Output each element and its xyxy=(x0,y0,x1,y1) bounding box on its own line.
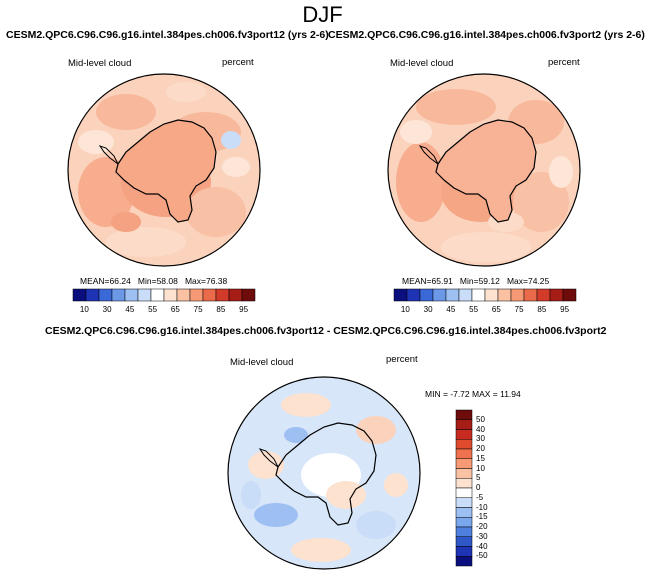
right-panel-variable: Mid-level cloud xyxy=(390,58,454,69)
colorbar-tick-label: 85 xyxy=(537,305,547,314)
diff-colorbar-swatch xyxy=(455,478,473,489)
colorbar-tick-label: 30 xyxy=(423,305,433,314)
colorbar-tick-label: 45 xyxy=(446,305,456,314)
diff-colorbar-swatch xyxy=(455,487,473,498)
diff-colorbar-tick-label: -20 xyxy=(476,522,488,531)
diff-colorbar-swatch xyxy=(455,526,473,537)
colorbar-tick-label: 75 xyxy=(514,305,524,314)
left-panel-variable: Mid-level cloud xyxy=(68,58,132,69)
colorbar-swatch xyxy=(445,288,460,302)
diff-panel-title: CESM2.QPC6.C96.C96.g16.intel.384pes.ch00… xyxy=(45,325,607,337)
diff-panel-variable: Mid-level cloud xyxy=(230,357,294,368)
left-colorbar xyxy=(72,288,256,302)
diff-panel-units: percent xyxy=(386,354,418,365)
colorbar-tick-label: 85 xyxy=(216,305,226,314)
colorbar-swatch xyxy=(549,288,564,302)
diff-colorbar-tick-label: 20 xyxy=(476,444,485,453)
colorbar-swatch xyxy=(432,288,447,302)
colorbar-swatch xyxy=(484,288,499,302)
diff-colorbar-swatch xyxy=(455,497,473,508)
diff-colorbar-swatch xyxy=(455,556,473,567)
colorbar-swatch xyxy=(562,288,577,302)
left-panel-title: CESM2.QPC6.C96.C96.g16.intel.384pes.ch00… xyxy=(6,29,329,41)
colorbar-swatch xyxy=(150,288,165,302)
colorbar-swatch xyxy=(202,288,217,302)
colorbar-swatch xyxy=(98,288,113,302)
colorbar-swatch xyxy=(393,288,408,302)
figure-title: DJF xyxy=(302,2,343,27)
left-panel-units: percent xyxy=(222,57,254,68)
diff-colorbar-swatch xyxy=(455,439,473,450)
colorbar-tick-label: 55 xyxy=(148,305,158,314)
diff-colorbar-tick-label: -10 xyxy=(476,502,488,512)
diff-colorbar-swatch xyxy=(455,536,473,547)
right-panel-units: percent xyxy=(548,57,580,68)
colorbar-tick-label: 95 xyxy=(560,305,570,314)
colorbar-tick-label: 30 xyxy=(102,305,112,314)
colorbar-tick-label: 45 xyxy=(125,305,135,314)
diff-colorbar-swatch xyxy=(455,507,473,518)
right-panel-stats: MEAN=65.91 Min=59.12 Max=74.25 xyxy=(402,276,550,286)
colorbar-swatch xyxy=(406,288,421,302)
diff-colorbar-tick-label: -30 xyxy=(476,531,488,541)
right-colorbar xyxy=(393,288,577,302)
diff-colorbar-swatch xyxy=(455,517,473,528)
left-polar-map xyxy=(67,73,261,267)
colorbar-tick-label: 65 xyxy=(170,305,180,314)
diff-panel-minmax: MIN = -7.72 MAX = 11.94 xyxy=(425,389,521,399)
colorbar-swatch xyxy=(523,288,538,302)
colorbar-swatch xyxy=(163,288,178,302)
diff-colorbar-tick-label: -15 xyxy=(476,512,488,522)
colorbar-swatch xyxy=(497,288,512,302)
colorbar-swatch xyxy=(189,288,204,302)
diff-colorbar-tick-label: 40 xyxy=(476,424,485,434)
diff-colorbar-tick-label: 0 xyxy=(476,483,481,492)
colorbar-swatch xyxy=(458,288,473,302)
right-colorbar-labels: 10 30 45 55 65 75 85 95 xyxy=(394,305,576,317)
colorbar-swatch xyxy=(176,288,191,302)
diff-colorbar-swatch xyxy=(455,448,473,459)
colorbar-tick-label: 75 xyxy=(193,305,203,314)
diff-colorbar-tick-label: 30 xyxy=(476,434,485,444)
colorbar-swatch xyxy=(85,288,100,302)
right-panel-title: CESM2.QPC6.C96.C96.g16.intel.384pes.ch00… xyxy=(328,29,645,41)
colorbar-swatch xyxy=(215,288,230,302)
colorbar-tick-label: 10 xyxy=(400,305,410,314)
diff-colorbar-tick-label: 10 xyxy=(476,463,485,473)
colorbar-swatch xyxy=(111,288,126,302)
colorbar-swatch xyxy=(228,288,243,302)
left-panel-stats: MEAN=66.24 Min=58.08 Max=76.38 xyxy=(80,276,228,286)
diff-colorbar-swatch xyxy=(455,468,473,479)
colorbar-tick-label: 55 xyxy=(469,305,479,314)
diff-colorbar-swatch xyxy=(455,546,473,557)
diff-colorbar-swatch xyxy=(455,419,473,430)
diff-colorbar-tick-label: -40 xyxy=(476,541,488,551)
diff-colorbar xyxy=(455,409,473,567)
colorbar-swatch xyxy=(137,288,152,302)
colorbar-tick-label: 10 xyxy=(79,305,89,314)
colorbar-swatch xyxy=(536,288,551,302)
diff-colorbar-swatch xyxy=(455,458,473,469)
diff-colorbar-swatch xyxy=(455,429,473,440)
diff-colorbar-tick-label: -50 xyxy=(476,551,488,561)
diff-colorbar-tick-label: 15 xyxy=(476,453,485,463)
colorbar-swatch xyxy=(124,288,139,302)
diff-colorbar-tick-label: 5 xyxy=(476,473,481,483)
diff-colorbar-swatch xyxy=(455,409,473,420)
diff-colorbar-tick-label: -5 xyxy=(476,492,484,502)
right-polar-map xyxy=(387,73,581,267)
colorbar-swatch xyxy=(72,288,87,302)
colorbar-tick-label: 65 xyxy=(491,305,501,314)
diff-polar-map xyxy=(227,376,421,570)
colorbar-swatch xyxy=(419,288,434,302)
colorbar-swatch xyxy=(471,288,486,302)
colorbar-swatch xyxy=(241,288,256,302)
colorbar-swatch xyxy=(510,288,525,302)
colorbar-tick-label: 95 xyxy=(239,305,249,314)
diff-colorbar-tick-label: 50 xyxy=(476,414,485,424)
diff-colorbar-labels: 50 40 30 20 15 10 5 0 -5 -10 -15 -20 -30 -40 -50 xyxy=(476,410,506,566)
left-colorbar-labels: 10 30 45 55 65 75 85 95 xyxy=(73,305,255,317)
